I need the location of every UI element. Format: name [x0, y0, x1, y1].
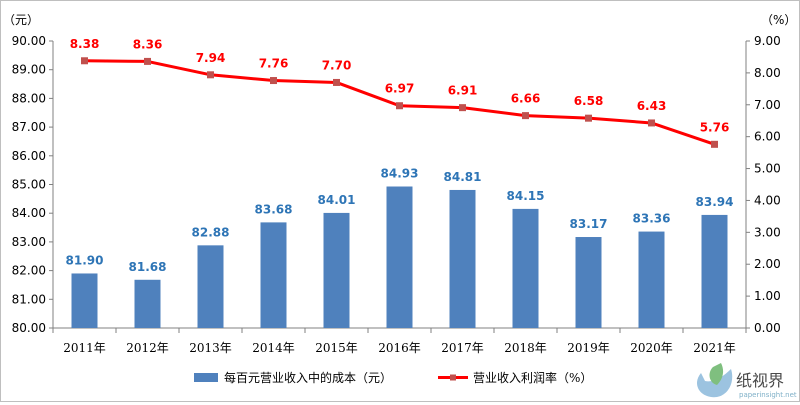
- bar-value-label: 83.68: [255, 202, 293, 216]
- legend-bar-swatch: [194, 373, 218, 382]
- legend: 每百元营业收入中的成本（元） 营业收入利润率（%）: [194, 370, 592, 385]
- right-tick-label: 0.00: [754, 321, 781, 335]
- bar-value-label: 81.90: [66, 253, 104, 267]
- line-value-labels: 8.38 8.36 7.94 7.76 7.70 6.97 6.91 6.66 6.58 6.43…: [70, 37, 730, 135]
- x-category-label: 2015年: [315, 341, 358, 355]
- x-category-label: 2012年: [126, 341, 169, 355]
- right-tick-label: 5.00: [754, 162, 781, 176]
- x-category-label: 2017年: [441, 341, 484, 355]
- x-axis-ticks: 2011年 2012年 2013年 2014年 2015年 2016年 2017年 2018年…: [52, 328, 747, 355]
- bar-value-label: 84.01: [318, 193, 356, 207]
- right-axis-unit: （%）: [761, 13, 796, 27]
- left-tick-label: 89.00: [12, 63, 46, 77]
- left-tick-label: 88.00: [12, 91, 46, 105]
- x-category-label: 2011年: [63, 341, 106, 355]
- line-marker: [207, 71, 214, 79]
- line-value-label: 8.36: [133, 37, 163, 51]
- right-tick-label: 3.00: [754, 225, 781, 239]
- bar-value-label: 82.88: [192, 225, 230, 239]
- bar-value-label: 83.94: [696, 195, 734, 209]
- line-marker: [585, 114, 592, 122]
- watermark-url: paperinsight.net: [739, 391, 797, 399]
- bar: [575, 237, 602, 328]
- left-tick-label: 81.00: [12, 292, 46, 306]
- line-value-label: 6.97: [385, 82, 415, 96]
- bar-value-label: 83.17: [570, 217, 608, 231]
- x-category-label: 2018年: [504, 341, 547, 355]
- bar: [386, 186, 413, 328]
- left-tick-label: 84.00: [12, 206, 46, 220]
- left-tick-label: 82.00: [12, 264, 46, 278]
- x-category-label: 2021年: [693, 341, 736, 355]
- x-category-label: 2013年: [189, 341, 232, 355]
- left-tick-label: 83.00: [12, 235, 46, 249]
- bar: [638, 231, 665, 328]
- x-category-label: 2014年: [252, 341, 295, 355]
- bar-value-label: 84.15: [507, 189, 545, 203]
- line-marker: [333, 78, 340, 86]
- x-category-label: 2020年: [630, 341, 673, 355]
- line-value-label: 7.76: [259, 57, 289, 71]
- x-category-label: 2016年: [378, 341, 421, 355]
- bar: [71, 273, 98, 328]
- bar: [449, 189, 476, 328]
- bar: [197, 245, 224, 328]
- line-value-label: 6.43: [637, 99, 667, 113]
- legend-bar-label: 每百元营业收入中的成本（元）: [224, 370, 392, 385]
- bar: [701, 214, 728, 328]
- left-axis-ticks: 80.00 81.00 82.00 83.00 84.00 85.00 86.00 87.00…: [12, 34, 53, 335]
- watermark-logo: 纸视界 paperinsight.net: [696, 363, 797, 399]
- line-value-label: 6.58: [574, 94, 604, 108]
- line-value-label: 7.70: [322, 58, 352, 72]
- line-value-label: 6.91: [448, 84, 478, 98]
- line-marker: [459, 104, 466, 112]
- line-value-label: 8.38: [70, 37, 100, 51]
- bar: [134, 279, 161, 328]
- bar: [512, 208, 539, 328]
- right-tick-label: 7.00: [754, 98, 781, 112]
- bar-value-label: 83.36: [633, 212, 671, 226]
- right-tick-label: 6.00: [754, 130, 781, 144]
- line-marker: [144, 57, 151, 65]
- line-marker: [648, 119, 655, 127]
- line-marker: [522, 112, 529, 120]
- right-tick-label: 4.00: [754, 193, 781, 207]
- watermark-text: 纸视界: [736, 371, 784, 390]
- bar: [260, 222, 287, 328]
- line-value-label: 7.94: [196, 51, 226, 65]
- bar-value-label: 81.68: [129, 260, 167, 274]
- bar-value-label: 84.81: [444, 170, 482, 184]
- line-series: [81, 57, 718, 148]
- right-tick-label: 9.00: [754, 34, 781, 48]
- x-category-label: 2019年: [567, 341, 610, 355]
- right-tick-label: 1.00: [754, 289, 781, 303]
- left-tick-label: 85.00: [12, 178, 46, 192]
- bar-value-label: 84.93: [381, 167, 419, 181]
- watermark-icon: [696, 363, 733, 398]
- legend-line-label: 营业收入利润率（%）: [473, 370, 592, 385]
- right-tick-label: 8.00: [754, 66, 781, 80]
- right-tick-label: 2.00: [754, 257, 781, 271]
- line-value-label: 5.76: [700, 120, 730, 134]
- right-axis-ticks: 0.00 1.00 2.00 3.00 4.00 5.00 6.00 7.00 8.00 9.00: [746, 34, 781, 335]
- bar: [323, 212, 350, 328]
- line-marker: [81, 57, 88, 65]
- legend-line-marker: [450, 374, 456, 381]
- left-tick-label: 86.00: [12, 149, 46, 163]
- line-value-label: 6.66: [511, 92, 541, 106]
- left-tick-label: 80.00: [12, 321, 46, 335]
- left-tick-label: 90.00: [12, 34, 46, 48]
- line-marker: [270, 77, 277, 85]
- line-marker: [711, 140, 718, 148]
- line-marker: [396, 102, 403, 110]
- left-tick-label: 87.00: [12, 120, 46, 134]
- bar-value-labels: 81.90 81.68 82.88 83.68 84.01 84.93 84.81 84.15…: [66, 167, 734, 274]
- left-axis-unit: （元）: [3, 13, 39, 27]
- bar-series: [71, 186, 728, 328]
